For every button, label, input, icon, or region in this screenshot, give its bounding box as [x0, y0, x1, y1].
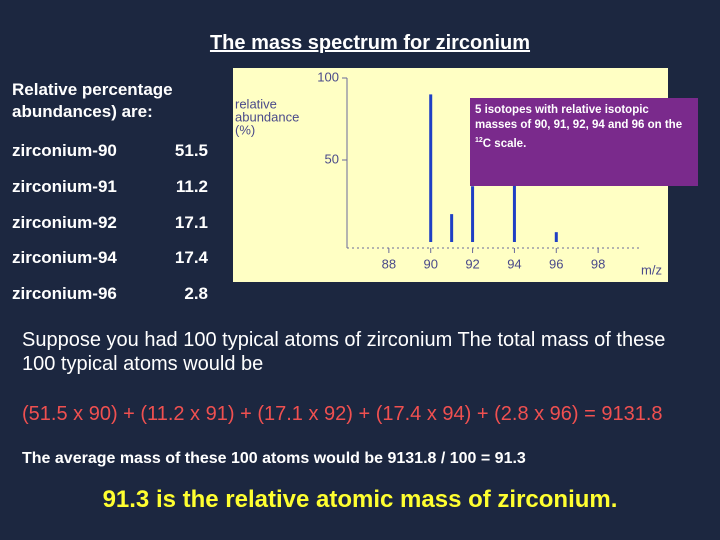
isotope-value: 2.8: [184, 284, 208, 304]
x-tick-label: 96: [549, 256, 563, 271]
annotation-sup: 12: [475, 137, 483, 144]
isotope-row: zirconium-92 17.1: [12, 212, 208, 233]
intro: Relative percentage abundances) are:: [12, 79, 173, 123]
y-tick-label: 50: [325, 151, 339, 166]
average: The average mass of these 100 atoms woul…: [22, 450, 526, 467]
y-tick-label: 100: [317, 69, 339, 84]
annotation-text: 5 isotopes with relative isotopic masses…: [475, 104, 683, 131]
isotope-name: zirconium-96: [12, 284, 117, 304]
conclusion: 91.3 is the relative atomic mass of zirc…: [102, 486, 618, 513]
bar: [471, 186, 475, 242]
isotope-row: zirconium-90 51.5: [12, 141, 208, 161]
isotope-name: zirconium-90: [12, 141, 117, 160]
x-axis-label: m/z: [641, 262, 662, 277]
calculation: (51.5 x 90) + (11.2 x 91) + (17.1 x 92) …: [22, 403, 663, 425]
isotope-value: 17.1: [174, 212, 208, 232]
annotation: 5 isotopes with relative isotopic masses…: [470, 98, 698, 186]
isotope-value: 51.5: [174, 141, 208, 160]
isotope-row: zirconium-91 11.2: [12, 176, 208, 197]
bar: [512, 184, 516, 242]
isotope-name: zirconium-92: [12, 212, 117, 232]
annotation-text: C scale.: [482, 137, 527, 150]
x-tick-label: 92: [465, 256, 479, 271]
x-tick-label: 88: [382, 256, 396, 271]
isotope-value: 11.2: [175, 176, 208, 196]
x-tick-label: 90: [423, 256, 437, 271]
bar: [554, 232, 558, 242]
intro-line: Relative percentage: [12, 80, 173, 99]
isotope-name: zirconium-91: [12, 176, 117, 196]
x-tick-label: 94: [507, 256, 521, 271]
y-axis-label: (%): [235, 122, 255, 137]
isotope-row: zirconium-96 2.8: [12, 284, 208, 304]
title: The mass spectrum for zirconium: [209, 32, 531, 54]
bar: [450, 214, 454, 242]
isotope-name: zirconium-94: [12, 248, 117, 268]
bar: [429, 94, 433, 243]
isotope-row: zirconium-94 17.4: [12, 248, 208, 268]
isotope-value: 17.4: [174, 248, 208, 268]
x-tick-label: 98: [591, 256, 605, 271]
intro-line: abundances) are:: [12, 102, 153, 121]
y-axis-label: abundance: [235, 109, 299, 124]
y-axis-label: relative: [235, 96, 277, 111]
paragraph: Suppose you had 100 typical atoms of zir…: [22, 329, 666, 375]
